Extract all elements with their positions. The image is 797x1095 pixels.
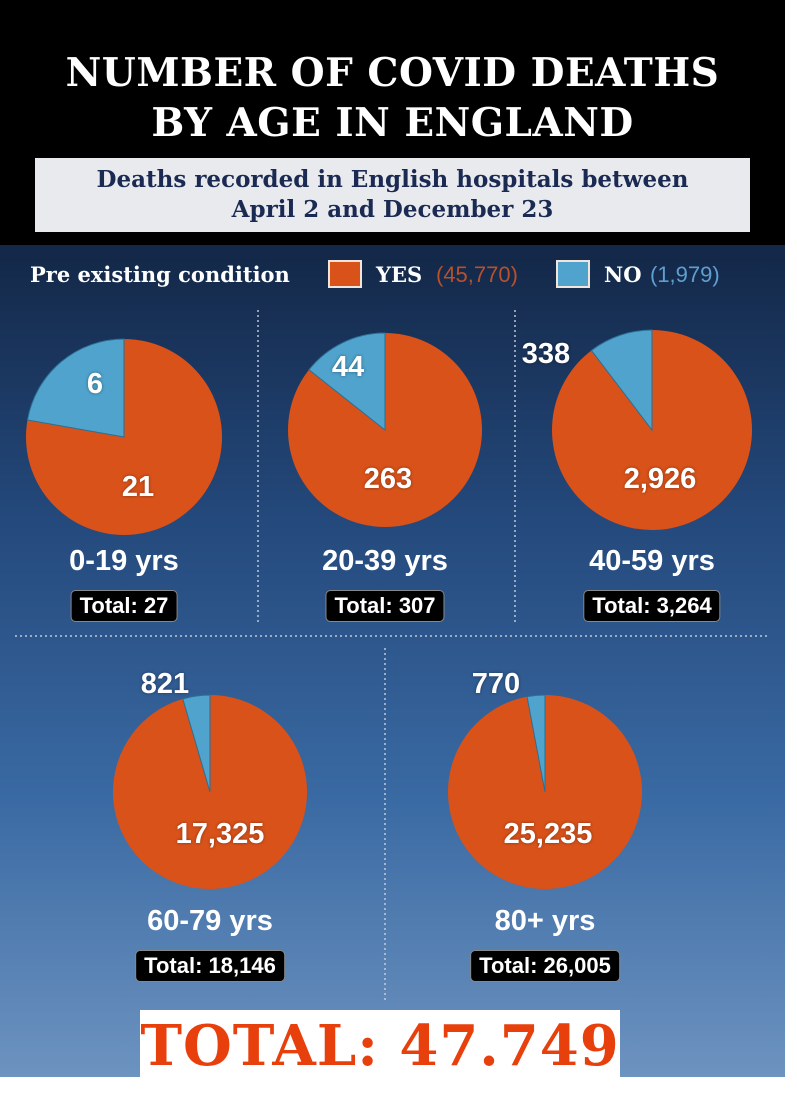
subtitle-line-2: April 2 and December 23	[231, 196, 554, 223]
no-value-label: 338	[521, 338, 571, 370]
yes-value-label: 21	[121, 471, 155, 503]
pie-slice-no	[182, 694, 211, 793]
age-group-label: 40-59 yrs	[589, 545, 715, 577]
no-value-label: 770	[471, 668, 521, 700]
title-line-2: BY AGE IN ENGLAND	[151, 100, 634, 146]
no-value-label: 6	[86, 368, 104, 400]
pie-charts	[15, 310, 770, 1000]
legend-yes-count: (45,770)	[436, 262, 518, 287]
subtitle-line-1: Deaths recorded in English hospitals bet…	[96, 166, 689, 193]
yes-value-label: 17,325	[175, 818, 265, 850]
age-group-label: 0-19 yrs	[69, 545, 179, 577]
grand-total: TOTAL: 47.749	[140, 1013, 620, 1079]
yes-value-label: 25,235	[503, 818, 593, 850]
legend-yes-swatch	[328, 260, 362, 288]
no-value-label: 821	[140, 668, 190, 700]
pie-slice-no	[590, 329, 653, 432]
legend-yes-label: YES	[376, 262, 423, 287]
age-group-label: 60-79 yrs	[147, 905, 273, 937]
legend: Pre existing condition YES (45,770) NO (…	[0, 258, 785, 294]
age-group-label: 80+ yrs	[494, 905, 596, 937]
pie-slice-no	[308, 332, 386, 432]
yes-value-label: 263	[363, 463, 413, 495]
group-total-badge: Total: 18,146	[135, 950, 285, 982]
yes-value-label: 2,926	[623, 463, 697, 495]
header: NUMBER OF COVID DEATHS BY AGE IN ENGLAND…	[0, 0, 785, 245]
group-total-badge: Total: 26,005	[470, 950, 620, 982]
group-total-badge: Total: 3,264	[583, 590, 721, 622]
subtitle-box: Deaths recorded in English hospitals bet…	[35, 158, 750, 232]
legend-no-label: NO	[604, 262, 642, 287]
age-group-label: 20-39 yrs	[322, 545, 448, 577]
pie-slice-no	[526, 694, 546, 793]
group-total-badge: Total: 307	[325, 590, 445, 622]
group-total-badge: Total: 27	[70, 590, 178, 622]
title-line-1: NUMBER OF COVID DEATHS	[65, 50, 720, 96]
grand-total-box: TOTAL: 47.749	[140, 1010, 620, 1079]
pie-slice-no	[26, 338, 125, 438]
legend-title: Pre existing condition	[30, 262, 290, 287]
no-value-label: 44	[331, 351, 365, 383]
legend-no-count: (1,979)	[650, 262, 720, 287]
legend-no-swatch	[556, 260, 590, 288]
